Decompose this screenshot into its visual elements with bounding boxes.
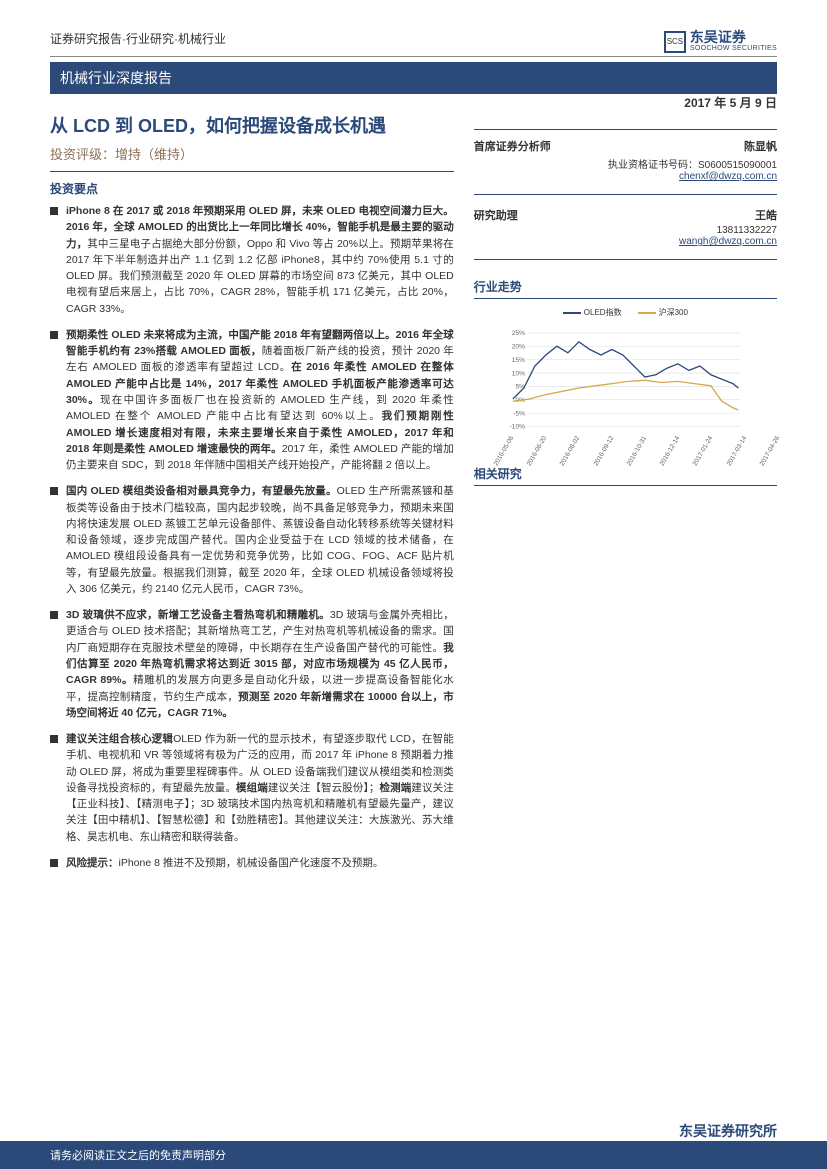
rating: 投资评级：增持（维持） xyxy=(50,144,454,163)
main-title: 从 LCD 到 OLED，如何把握设备成长机遇 xyxy=(50,112,454,138)
bullet-text: iPhone 8 在 2017 或 2018 年预期采用 OLED 屏，未来 O… xyxy=(66,203,454,317)
bullet-item: 国内 OLED 模组类设备相对最具竞争力，有望最先放量。OLED 生产所需蒸镀和… xyxy=(50,483,454,597)
logo-icon: SCS xyxy=(664,31,686,53)
company-logo: SCS 东吴证券 SOOCHOW SECURITIES xyxy=(664,30,777,53)
analyst-email[interactable]: chenxf@dwzq.com.cn xyxy=(474,171,777,182)
analyst-name: 陈显帆 xyxy=(744,138,777,154)
svg-text:15%: 15% xyxy=(512,357,525,364)
blue-divider xyxy=(50,171,454,172)
legend-swatch xyxy=(638,312,656,314)
bullet-list: iPhone 8 在 2017 或 2018 年预期采用 OLED 屏，未来 O… xyxy=(50,203,454,871)
footer-disclaimer: 请务必阅读正文之后的免责声明部分 xyxy=(0,1141,827,1169)
bullet-item: 建议关注组合核心逻辑OLED 作为新一代的显示技术，有望逐步取代 LCD，在智能… xyxy=(50,731,454,845)
chart-svg: -10%-5%0%5%10%15%20%25% xyxy=(474,322,777,432)
bullet-text: 国内 OLED 模组类设备相对最具竞争力，有望最先放量。OLED 生产所需蒸镀和… xyxy=(66,483,454,597)
institute-name: 东吴证券研究所 xyxy=(679,1121,777,1141)
trend-title: 行业走势 xyxy=(474,278,777,299)
bullet-text: 预期柔性 OLED 未来将成为主流，中国产能 2018 年有望翻两倍以上。201… xyxy=(66,327,454,473)
divider xyxy=(50,56,777,57)
trend-chart: OLED指数 沪深300 -10%-5%0%5%10%15%20%25% 201… xyxy=(474,307,777,447)
legend-label: OLED指数 xyxy=(584,307,622,318)
related-title: 相关研究 xyxy=(474,465,777,486)
bullet-marker-icon xyxy=(50,207,58,215)
bullet-text: 3D 玻璃供不应求，新增工艺设备主看热弯机和精雕机。3D 玻璃与金属外壳相比，更… xyxy=(66,607,454,721)
bullet-text: 建议关注组合核心逻辑OLED 作为新一代的显示技术，有望逐步取代 LCD，在智能… xyxy=(66,731,454,845)
bullet-item: 3D 玻璃供不应求，新增工艺设备主看热弯机和精雕机。3D 玻璃与金属外壳相比，更… xyxy=(50,607,454,721)
legend-item: 沪深300 xyxy=(638,307,688,318)
x-axis-labels: 2016-05-062016-06-202016-08-022016-09-12… xyxy=(474,435,777,442)
svg-text:-10%: -10% xyxy=(509,424,525,431)
bullet-text: 风险提示：iPhone 8 推进不及预期，机械设备国产化速度不及预期。 xyxy=(66,855,454,871)
analyst-label: 首席证券分析师 xyxy=(474,138,551,154)
bar-title: 机械行业深度报告 xyxy=(60,68,172,88)
investment-label: 投资要点 xyxy=(50,180,454,197)
assistant-label: 研究助理 xyxy=(474,207,518,223)
svg-text:20%: 20% xyxy=(512,344,525,351)
bullet-item: 预期柔性 OLED 未来将成为主流，中国产能 2018 年有望翻两倍以上。201… xyxy=(50,327,454,473)
bullet-marker-icon xyxy=(50,859,58,867)
svg-text:-5%: -5% xyxy=(513,410,525,417)
assistant-name: 王皓 xyxy=(755,207,777,223)
divider xyxy=(474,194,777,195)
title-bar: 机械行业深度报告 xyxy=(50,62,777,94)
logo-en-text: SOOCHOW SECURITIES xyxy=(690,45,777,53)
breadcrumb: 证券研究报告·行业研究·机械行业 xyxy=(50,30,226,51)
bullet-marker-icon xyxy=(50,611,58,619)
bullet-marker-icon xyxy=(50,487,58,495)
divider xyxy=(474,259,777,260)
assistant-email[interactable]: wangh@dwzq.com.cn xyxy=(474,236,777,247)
bullet-marker-icon xyxy=(50,331,58,339)
bullet-item: 风险提示：iPhone 8 推进不及预期，机械设备国产化速度不及预期。 xyxy=(50,855,454,871)
legend-label: 沪深300 xyxy=(659,307,688,318)
bullet-item: iPhone 8 在 2017 或 2018 年预期采用 OLED 屏，未来 O… xyxy=(50,203,454,317)
legend-swatch xyxy=(563,312,581,314)
logo-cn-text: 东吴证券 xyxy=(690,30,777,45)
svg-text:10%: 10% xyxy=(512,370,525,377)
assistant-phone: 13811332227 xyxy=(474,225,777,236)
legend-item: OLED指数 xyxy=(563,307,622,318)
cert-number: 执业资格证书号码：S0600515090001 xyxy=(474,156,777,171)
bullet-marker-icon xyxy=(50,735,58,743)
series-oled xyxy=(513,342,739,399)
svg-text:25%: 25% xyxy=(512,330,525,337)
series-hs300 xyxy=(513,380,739,410)
blue-divider xyxy=(474,129,777,130)
report-date: 2017 年 5 月 9 日 xyxy=(474,94,777,111)
